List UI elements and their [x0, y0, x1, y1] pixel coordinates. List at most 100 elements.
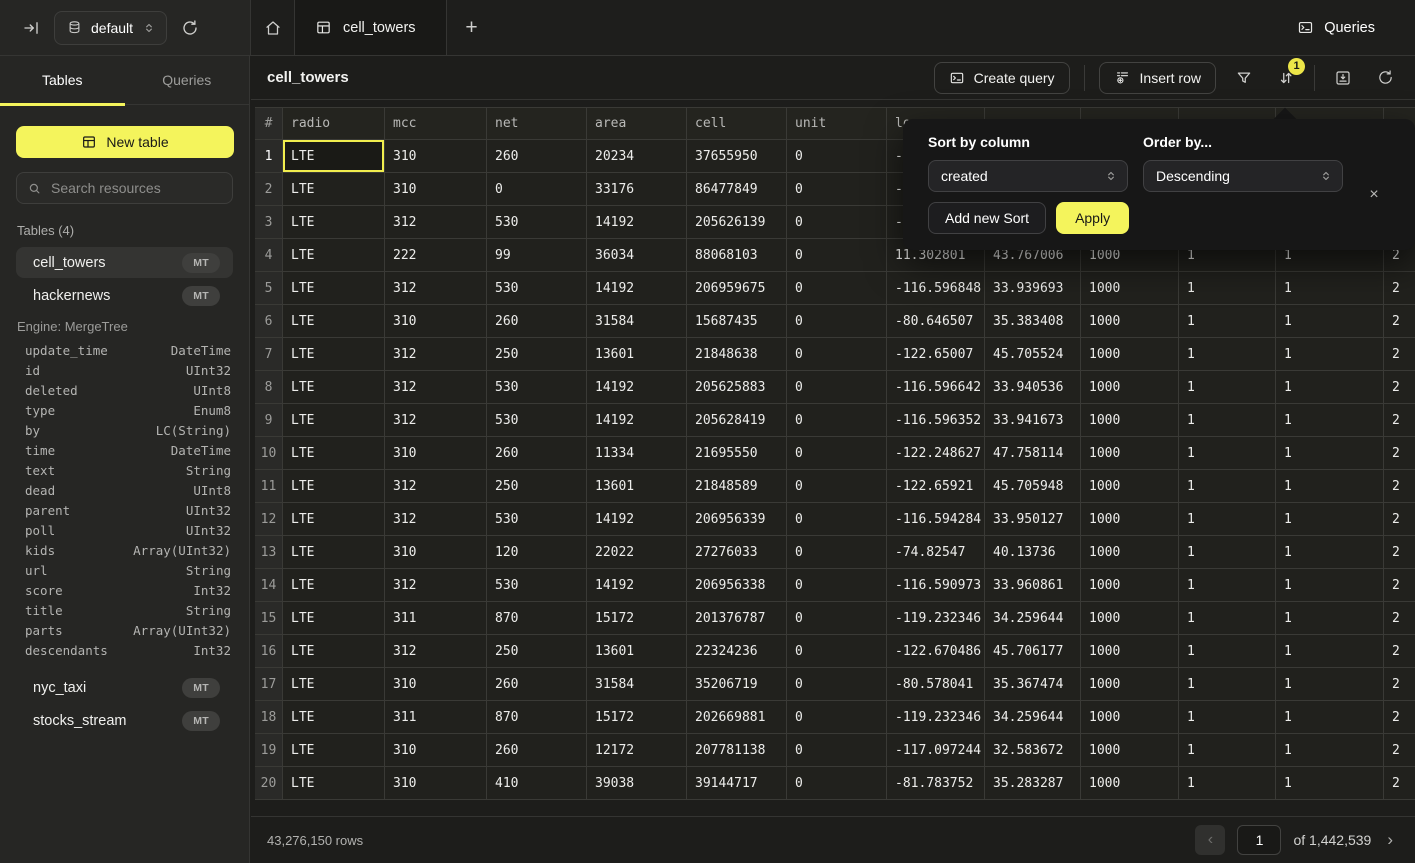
data-cell[interactable]: LTE — [283, 272, 385, 305]
data-cell[interactable]: 312 — [385, 635, 487, 668]
data-cell[interactable]: 202669881 — [687, 701, 787, 734]
data-cell[interactable]: 260 — [487, 140, 587, 173]
data-cell[interactable]: 530 — [487, 503, 587, 536]
data-cell[interactable]: 35206719 — [687, 668, 787, 701]
data-cell[interactable]: 205626139 — [687, 206, 787, 239]
data-cell[interactable]: -80.646507 — [887, 305, 985, 338]
data-cell[interactable]: 310 — [385, 668, 487, 701]
data-cell[interactable]: 1000 — [1081, 635, 1179, 668]
data-cell[interactable]: 45.705948 — [985, 470, 1081, 503]
data-cell[interactable]: -81.783752 — [887, 767, 985, 800]
data-cell[interactable]: 0 — [787, 668, 887, 701]
create-query-button[interactable]: Create query — [933, 61, 1070, 94]
data-cell[interactable]: -116.594284 — [887, 503, 985, 536]
data-cell[interactable]: -119.232346 — [887, 602, 985, 635]
data-cell[interactable]: 312 — [385, 206, 487, 239]
data-cell[interactable]: 1000 — [1081, 371, 1179, 404]
data-cell[interactable]: 1 — [1179, 767, 1276, 800]
data-cell[interactable]: LTE — [283, 239, 385, 272]
data-cell[interactable]: 1 — [1276, 404, 1384, 437]
data-cell[interactable]: 33.941673 — [985, 404, 1081, 437]
row-number-cell[interactable]: 15 — [255, 602, 283, 635]
column-header[interactable]: cell — [687, 107, 787, 140]
data-cell[interactable]: LTE — [283, 437, 385, 470]
data-cell[interactable]: 1 — [1179, 404, 1276, 437]
database-selector[interactable]: default — [54, 10, 168, 45]
column-header[interactable]: mcc — [385, 107, 487, 140]
sidebar-item-nyc-taxi[interactable]: nyc_taxi MT — [16, 672, 233, 703]
data-cell[interactable]: 34.259644 — [985, 701, 1081, 734]
data-cell[interactable]: 35.383408 — [985, 305, 1081, 338]
data-cell[interactable]: 39144717 — [687, 767, 787, 800]
data-cell[interactable]: 0 — [787, 272, 887, 305]
data-cell[interactable]: 1 — [1179, 635, 1276, 668]
data-cell[interactable]: 31584 — [587, 305, 687, 338]
data-cell[interactable]: 1 — [1179, 602, 1276, 635]
data-cell[interactable]: 310 — [385, 305, 487, 338]
data-cell[interactable]: 14192 — [587, 371, 687, 404]
data-cell[interactable]: 1 — [1179, 668, 1276, 701]
row-number-header[interactable]: # — [255, 107, 283, 140]
data-cell[interactable]: 15687435 — [687, 305, 787, 338]
data-cell[interactable]: 1000 — [1081, 734, 1179, 767]
data-cell[interactable]: 2 — [1384, 602, 1415, 635]
data-cell[interactable]: 1 — [1179, 437, 1276, 470]
refresh-table-button[interactable] — [1371, 64, 1399, 92]
data-cell[interactable]: -122.670486 — [887, 635, 985, 668]
data-cell[interactable]: 1 — [1276, 371, 1384, 404]
sidebar-item-hackernews[interactable]: hackernews MT — [16, 280, 233, 311]
data-cell[interactable]: 1 — [1276, 701, 1384, 734]
data-cell[interactable]: LTE — [283, 602, 385, 635]
data-cell[interactable]: -116.590973 — [887, 569, 985, 602]
data-cell[interactable]: 21848638 — [687, 338, 787, 371]
data-cell[interactable]: 311 — [385, 602, 487, 635]
data-cell[interactable]: 2 — [1384, 371, 1415, 404]
data-cell[interactable]: 1 — [1179, 338, 1276, 371]
data-cell[interactable]: 2 — [1384, 503, 1415, 536]
data-cell[interactable]: 530 — [487, 206, 587, 239]
data-cell[interactable]: 0 — [787, 569, 887, 602]
data-cell[interactable]: 410 — [487, 767, 587, 800]
data-cell[interactable]: 20234 — [587, 140, 687, 173]
data-cell[interactable]: 1 — [1276, 668, 1384, 701]
data-cell[interactable]: 2 — [1384, 305, 1415, 338]
data-cell[interactable]: -80.578041 — [887, 668, 985, 701]
data-cell[interactable]: 1 — [1276, 635, 1384, 668]
data-cell[interactable]: 47.758114 — [985, 437, 1081, 470]
data-cell[interactable]: -116.596352 — [887, 404, 985, 437]
data-cell[interactable]: LTE — [283, 569, 385, 602]
filter-button[interactable] — [1230, 64, 1258, 92]
data-cell[interactable]: 1 — [1276, 437, 1384, 470]
data-cell[interactable]: 2 — [1384, 437, 1415, 470]
prev-page-button[interactable]: ‹ — [1195, 825, 1226, 855]
data-cell[interactable]: 0 — [787, 404, 887, 437]
data-cell[interactable]: 2 — [1384, 536, 1415, 569]
row-number-cell[interactable]: 10 — [255, 437, 283, 470]
data-cell[interactable]: 14192 — [587, 206, 687, 239]
data-cell[interactable]: 206956338 — [687, 569, 787, 602]
sort-order-select[interactable]: Descending — [1143, 160, 1343, 192]
data-cell[interactable]: 870 — [487, 602, 587, 635]
data-cell[interactable]: 1 — [1179, 470, 1276, 503]
data-cell[interactable]: 205625883 — [687, 371, 787, 404]
data-cell[interactable]: 0 — [787, 371, 887, 404]
data-cell[interactable]: 88068103 — [687, 239, 787, 272]
data-cell[interactable]: LTE — [283, 536, 385, 569]
data-cell[interactable]: 310 — [385, 173, 487, 206]
data-cell[interactable]: 250 — [487, 635, 587, 668]
data-cell[interactable]: 2 — [1384, 635, 1415, 668]
data-cell[interactable]: 1 — [1276, 272, 1384, 305]
data-cell[interactable]: 0 — [787, 239, 887, 272]
data-cell[interactable]: 260 — [487, 305, 587, 338]
new-table-button[interactable]: New table — [16, 126, 234, 158]
data-cell[interactable]: 312 — [385, 338, 487, 371]
data-cell[interactable]: LTE — [283, 140, 385, 173]
data-cell[interactable]: 31584 — [587, 668, 687, 701]
home-tab[interactable] — [251, 0, 295, 55]
data-cell[interactable]: 260 — [487, 668, 587, 701]
apply-sort-button[interactable]: Apply — [1056, 202, 1130, 234]
data-cell[interactable]: 2 — [1384, 404, 1415, 437]
data-cell[interactable]: 0 — [787, 635, 887, 668]
data-cell[interactable]: 1000 — [1081, 503, 1179, 536]
data-cell[interactable]: 36034 — [587, 239, 687, 272]
